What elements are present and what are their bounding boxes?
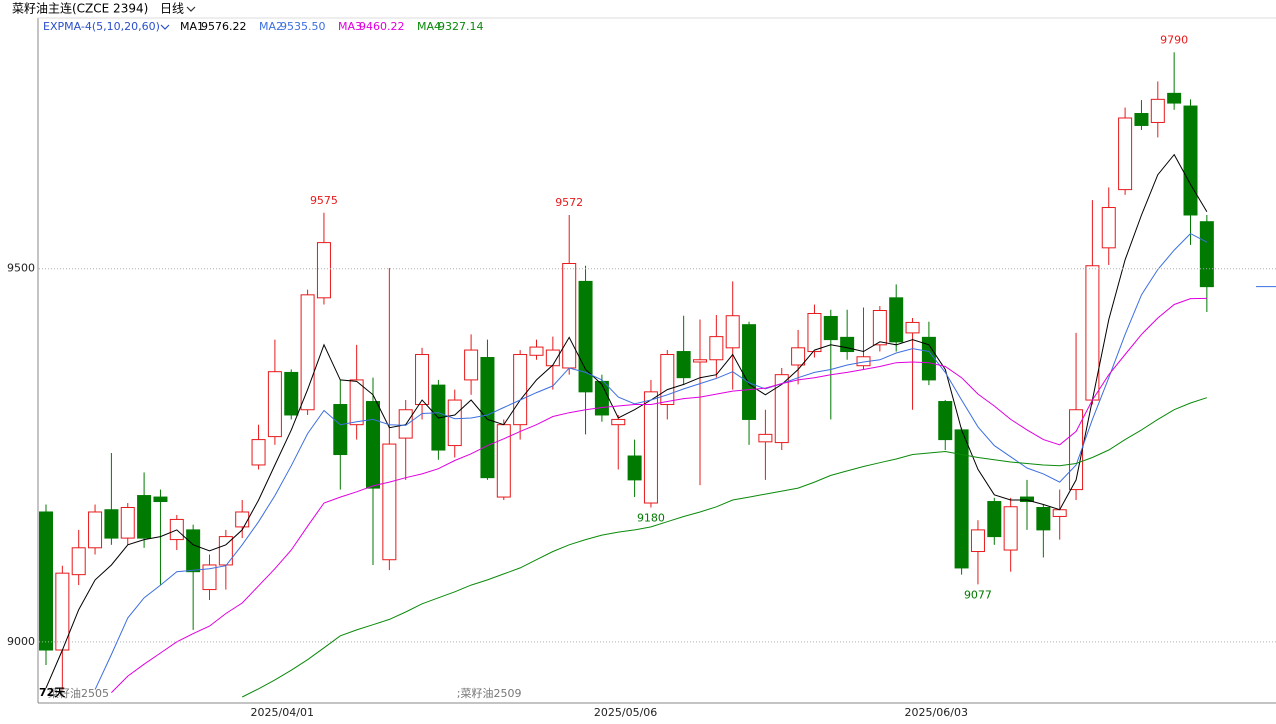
high-label: 9572 — [555, 196, 583, 209]
candle-body — [954, 429, 969, 569]
candle-body — [153, 496, 168, 503]
low-label: 9077 — [964, 588, 992, 601]
candle-body — [1101, 207, 1116, 249]
legend-name: MA4 — [417, 20, 441, 33]
bar-count: 72天 — [39, 686, 66, 699]
candle-body — [137, 495, 152, 539]
candle-body — [709, 336, 724, 361]
high-label: 9790 — [1160, 33, 1188, 46]
candle-body — [938, 401, 953, 441]
candle-body — [921, 336, 936, 381]
legend-value: 9327.14 — [438, 20, 484, 33]
candle-body — [104, 509, 119, 539]
candle-body — [267, 371, 282, 438]
candle-body — [300, 294, 315, 411]
legend-value: 9535.50 — [280, 20, 326, 33]
candle-body — [480, 357, 495, 479]
candle-body — [251, 439, 266, 466]
legend-value: 9460.22 — [359, 20, 405, 33]
candle-body — [660, 354, 675, 406]
period-selector[interactable]: 日线 — [160, 2, 184, 16]
x-tick-label: 2025/05/06 — [594, 706, 657, 719]
candle-body — [611, 418, 626, 426]
candle-body — [1020, 496, 1034, 503]
legend-name: MA1 — [180, 20, 204, 33]
candle-body — [496, 424, 511, 498]
candle-body — [316, 242, 331, 299]
candle-body — [594, 380, 609, 416]
contract-label: ;菜籽油2509 — [457, 686, 522, 700]
contract-label: 菜籽油2505 — [48, 686, 109, 700]
candle-body — [39, 511, 53, 651]
candle-body — [742, 324, 757, 420]
ma-line — [241, 397, 1208, 698]
candle-body — [120, 506, 135, 539]
candle-body — [725, 315, 740, 349]
ma-line — [94, 232, 1208, 690]
candle-body — [1183, 105, 1198, 216]
candle-body — [366, 401, 380, 489]
candle-body — [202, 564, 217, 591]
candle-body — [382, 443, 397, 561]
period-chevron[interactable] — [186, 6, 196, 12]
indicator-name[interactable]: EXPMA-4(5,10,20,60) — [43, 20, 160, 33]
candle-body — [349, 379, 364, 426]
x-tick-label: 2025/06/03 — [905, 706, 968, 719]
candle-body — [840, 336, 855, 353]
candle-body — [1167, 92, 1182, 104]
high-label: 9575 — [310, 194, 338, 207]
x-tick-label: 2025/04/01 — [251, 706, 314, 719]
candle-body — [791, 347, 806, 366]
candle-body — [970, 529, 985, 553]
candle-body — [1150, 98, 1165, 123]
candle-body — [987, 501, 1002, 538]
legend-name: MA3 — [338, 20, 362, 33]
plot-area — [39, 52, 1214, 698]
chart-title: 菜籽油主连(CZCE 2394) — [12, 1, 148, 16]
candle-body — [235, 511, 250, 528]
candle-body — [823, 315, 838, 341]
candle-body — [464, 349, 479, 381]
y-tick-label: 9500 — [7, 262, 35, 275]
candle-body — [186, 529, 201, 573]
ma-line — [45, 153, 1208, 689]
candle-body — [643, 391, 658, 504]
candle-body — [578, 280, 593, 393]
candle-body — [1003, 506, 1018, 551]
candle-body — [1199, 221, 1214, 288]
candle-body — [1036, 506, 1051, 531]
candle-body — [284, 371, 299, 416]
candle-body — [513, 354, 528, 426]
candle-body — [1134, 113, 1149, 126]
candle-body — [905, 321, 920, 334]
candle-body — [71, 547, 86, 576]
candle-body — [627, 455, 642, 481]
y-tick-label: 9000 — [7, 635, 35, 648]
indicator-chevron[interactable] — [160, 24, 170, 30]
candle-body — [1118, 117, 1133, 191]
candle-body — [545, 349, 560, 367]
candle-body — [676, 351, 691, 379]
legend-name: MA2 — [259, 20, 283, 33]
candle-body — [415, 354, 430, 406]
candle-body — [872, 310, 887, 346]
legend-value: 9576.22 — [201, 20, 247, 33]
candle-body — [774, 374, 789, 444]
ma-line — [111, 297, 1207, 693]
candle-body — [758, 433, 773, 443]
candle-body — [807, 312, 822, 353]
candle-body — [88, 511, 103, 549]
candle-body — [333, 404, 348, 456]
candle-body — [693, 359, 707, 363]
candle-body — [1052, 509, 1067, 517]
candle-body — [529, 346, 544, 356]
candle-body — [889, 297, 904, 343]
candle-body — [447, 399, 462, 447]
low-label: 9180 — [637, 511, 665, 524]
candle-body — [562, 262, 577, 369]
